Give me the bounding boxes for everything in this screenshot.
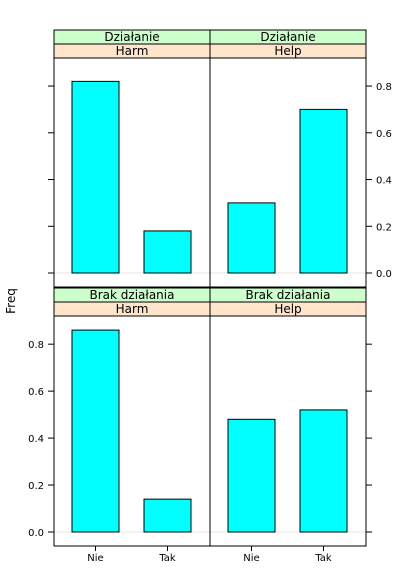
strip-inner-label: Help bbox=[274, 302, 301, 316]
y-tick-label: 0.2 bbox=[28, 481, 44, 492]
x-tick-label: Tak bbox=[158, 553, 176, 564]
y-tick-label: 0.4 bbox=[28, 434, 44, 445]
y-tick-label: 0.6 bbox=[28, 387, 44, 398]
bar bbox=[227, 202, 276, 274]
strip-outer-label: Działanie bbox=[104, 30, 159, 44]
strip-outer-label: Brak działania bbox=[90, 288, 175, 302]
strip-inner-label: Harm bbox=[116, 302, 149, 316]
y-tick-label: 0.4 bbox=[376, 176, 392, 187]
bar bbox=[299, 409, 348, 533]
x-tick-label: Nie bbox=[87, 553, 103, 564]
bar bbox=[71, 80, 120, 274]
x-tick-label: Nie bbox=[243, 553, 259, 564]
y-tick-label: 0.0 bbox=[376, 269, 392, 280]
strip-inner-label: Harm bbox=[116, 44, 149, 58]
bar bbox=[71, 329, 120, 533]
y-tick-label: 0.8 bbox=[376, 82, 392, 93]
strip-outer-label: Działanie bbox=[260, 30, 315, 44]
y-tick-label: 0.0 bbox=[28, 528, 44, 539]
bar bbox=[299, 108, 348, 274]
bar bbox=[227, 418, 276, 533]
strip-inner-label: Help bbox=[274, 44, 301, 58]
strip-outer-label: Brak działania bbox=[246, 288, 331, 302]
x-tick-label: Tak bbox=[314, 553, 332, 564]
y-tick-label: 0.2 bbox=[376, 222, 392, 233]
bar bbox=[143, 498, 192, 533]
bar bbox=[143, 230, 192, 274]
y-tick-label: 0.8 bbox=[28, 340, 44, 351]
y-tick-label: 0.6 bbox=[376, 129, 392, 140]
y-axis-label: Freq bbox=[4, 288, 18, 314]
